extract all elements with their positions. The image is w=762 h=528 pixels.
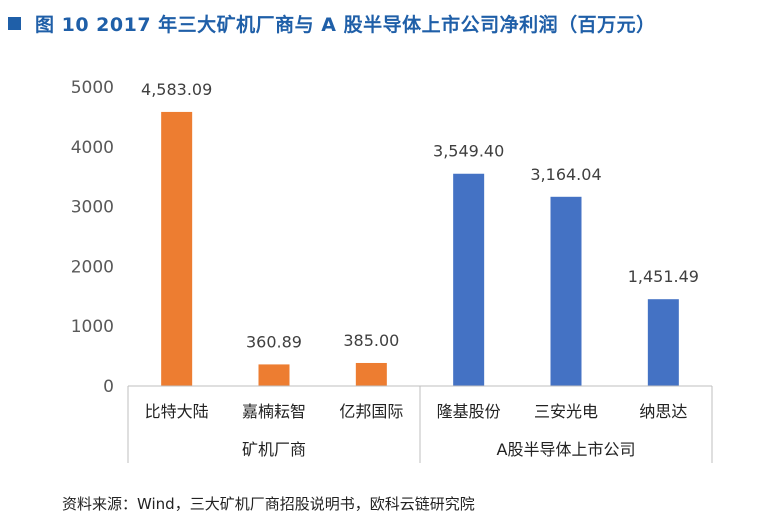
data-label: 360.89 — [246, 332, 302, 351]
y-tick-label: 5000 — [71, 78, 114, 98]
bar — [550, 196, 582, 386]
data-label: 3,549.40 — [433, 142, 504, 161]
data-label: 4,583.09 — [141, 80, 212, 99]
bar — [355, 362, 387, 386]
data-label: 385.00 — [343, 331, 399, 350]
square-bullet-icon — [8, 16, 21, 30]
data-label: 1,451.49 — [628, 267, 699, 286]
bar — [161, 111, 193, 387]
category-label: 嘉楠耘智 — [242, 402, 306, 421]
figure-title: 图 10 2017 年三大矿机厂商与 A 股半导体上市公司净利润（百万元） — [35, 13, 656, 36]
group-label: 矿机厂商 — [242, 440, 306, 459]
bar — [453, 173, 485, 386]
category-label: 亿邦国际 — [339, 402, 403, 421]
figure-header: 图 10 2017 年三大矿机厂商与 A 股半导体上市公司净利润（百万元） — [8, 6, 656, 40]
y-tick-label: 4000 — [71, 138, 114, 158]
y-tick-label: 3000 — [71, 198, 114, 218]
source-note: 资料来源：Wind，三大矿机厂商招股说明书，欧科云链研究院 — [62, 495, 475, 513]
category-label: 比特大陆 — [145, 402, 209, 421]
y-tick-label: 1000 — [71, 317, 114, 337]
category-label: 隆基股份 — [437, 402, 501, 421]
y-tick-label: 2000 — [71, 257, 114, 277]
category-label: 三安光电 — [534, 402, 598, 421]
bar — [647, 299, 679, 386]
bar — [258, 364, 290, 386]
data-label: 3,164.04 — [530, 165, 601, 184]
category-label: 纳思达 — [639, 402, 687, 421]
y-tick-label: 0 — [103, 377, 114, 397]
group-label: A股半导体上市公司 — [497, 440, 636, 459]
